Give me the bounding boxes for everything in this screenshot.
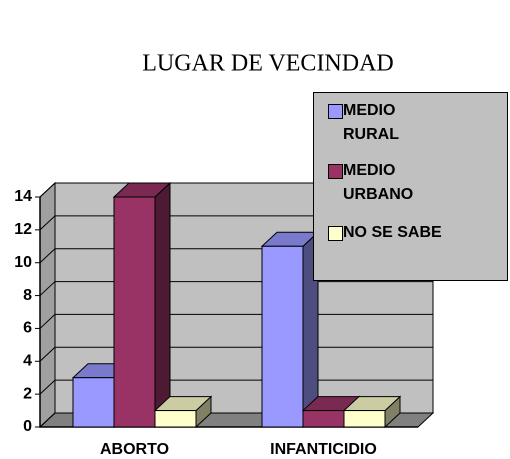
grid-line (39, 182, 433, 198)
legend-label: MEDIO URBANO (343, 162, 414, 203)
bar-side (154, 181, 171, 429)
legend-swatch (328, 164, 343, 179)
chart-title: LUGAR DE VECINDAD (142, 51, 394, 77)
bar (261, 245, 304, 428)
legend-entry: NO SE SABE (328, 221, 455, 245)
y-tick-label: 10 (14, 254, 32, 271)
legend-label: NO SE SABE (343, 224, 442, 241)
x-tick-label: INFANTICIDIO (270, 441, 377, 458)
bar (113, 196, 156, 428)
legend-swatch (328, 104, 343, 119)
legend: MEDIO RURAL MEDIO URBANO NO SE SABE (313, 92, 508, 281)
bar (154, 410, 197, 428)
bar (72, 377, 115, 428)
bar (343, 410, 386, 428)
legend-label: MEDIO RURAL (343, 102, 399, 143)
y-tick-label: 14 (14, 188, 32, 205)
x-tick-label: ABORTO (100, 441, 169, 458)
y-tick-label: 12 (14, 221, 32, 238)
legend-swatch (328, 226, 343, 241)
legend-entry: MEDIO URBANO (328, 159, 455, 207)
y-tick-label: 0 (23, 418, 32, 435)
legend-entry: MEDIO RURAL (328, 99, 455, 147)
y-tick-label: 8 (23, 287, 32, 304)
grid-line (39, 215, 433, 231)
y-tick-label: 6 (23, 320, 32, 337)
y-tick-label: 4 (23, 353, 32, 370)
bar (302, 410, 345, 428)
side-wall (39, 181, 56, 429)
y-tick-label: 2 (23, 385, 32, 402)
